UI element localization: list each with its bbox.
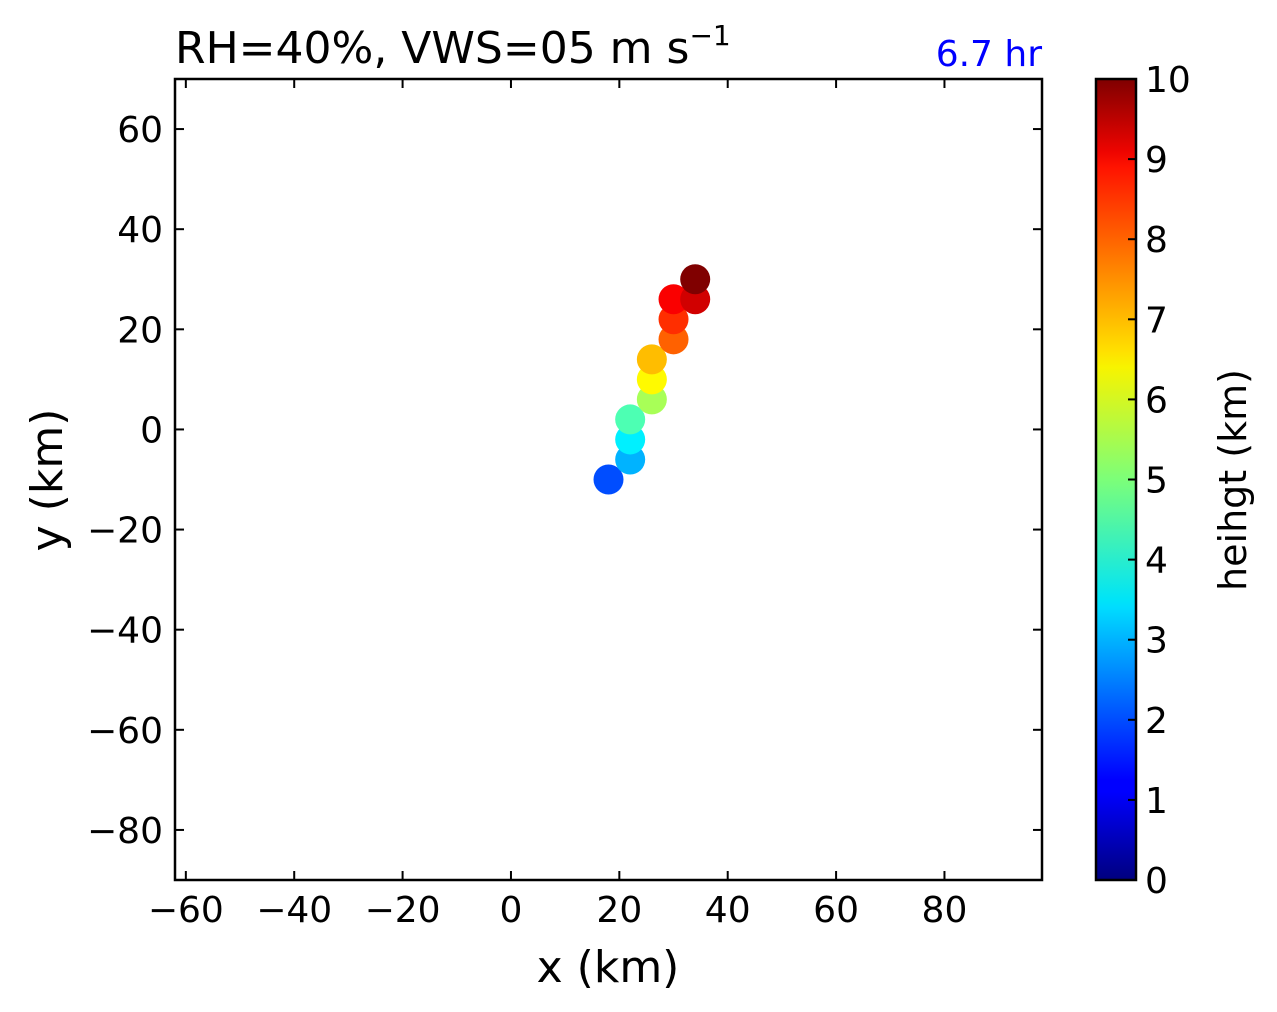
- colorbar-tick-label: 6: [1145, 380, 1168, 421]
- x-ticks: −60 −40 −20 0 20 40 60 80: [148, 79, 968, 931]
- y-tick-label: −60: [87, 711, 163, 752]
- data-point: [636, 344, 667, 375]
- x-tick-label: −20: [365, 890, 441, 931]
- colorbar-label: heihgt (km): [1211, 369, 1255, 591]
- title-superscript: −1: [689, 19, 730, 52]
- colorbar-tick-label: 8: [1145, 220, 1168, 261]
- y-tick-label: −40: [87, 611, 163, 652]
- data-point: [593, 464, 624, 495]
- x-tick-label: 60: [813, 890, 859, 931]
- colorbar-tick-label: 7: [1145, 300, 1168, 341]
- x-tick-label: 20: [596, 890, 642, 931]
- chart-title: RH=40%, VWS=05 m s−1: [175, 19, 731, 74]
- x-tick-label: −40: [256, 890, 332, 931]
- time-annotation: 6.7 hr: [936, 34, 1043, 75]
- colorbar-tick-label: 3: [1145, 621, 1168, 662]
- colorbar-tick-label: 4: [1145, 541, 1168, 582]
- y-tick-label: −80: [87, 811, 163, 852]
- y-tick-label: −20: [87, 511, 163, 552]
- colorbar-tick-label: 1: [1145, 781, 1168, 822]
- colorbar-tick-label: 0: [1145, 861, 1168, 902]
- data-points: [593, 264, 711, 495]
- x-tick-label: 0: [500, 890, 523, 931]
- x-tick-label: 80: [922, 890, 968, 931]
- colorbar-tick-label: 9: [1145, 140, 1168, 181]
- y-tick-label: 40: [117, 210, 163, 251]
- colorbar-tick-label: 5: [1145, 461, 1168, 502]
- plot-frame: [173, 77, 1044, 882]
- colorbar-tick-label: 10: [1145, 60, 1191, 101]
- y-ticks: 60 40 20 0 −20 −40 −60 −80: [87, 110, 1042, 852]
- y-axis-label: y (km): [22, 409, 73, 552]
- y-tick-label: 0: [140, 410, 163, 451]
- x-axis-label: x (km): [537, 942, 680, 993]
- y-tick-label: 20: [117, 310, 163, 351]
- colorbar-ticks: 0 1 2 3 4 5 6 7 8 9 10: [1128, 60, 1191, 902]
- y-tick-label: 60: [117, 110, 163, 151]
- data-point: [680, 264, 711, 295]
- data-point: [658, 284, 689, 315]
- x-tick-label: −60: [148, 890, 224, 931]
- data-point: [615, 404, 646, 435]
- colorbar-tick-label: 2: [1145, 701, 1168, 742]
- x-tick-label: 40: [705, 890, 751, 931]
